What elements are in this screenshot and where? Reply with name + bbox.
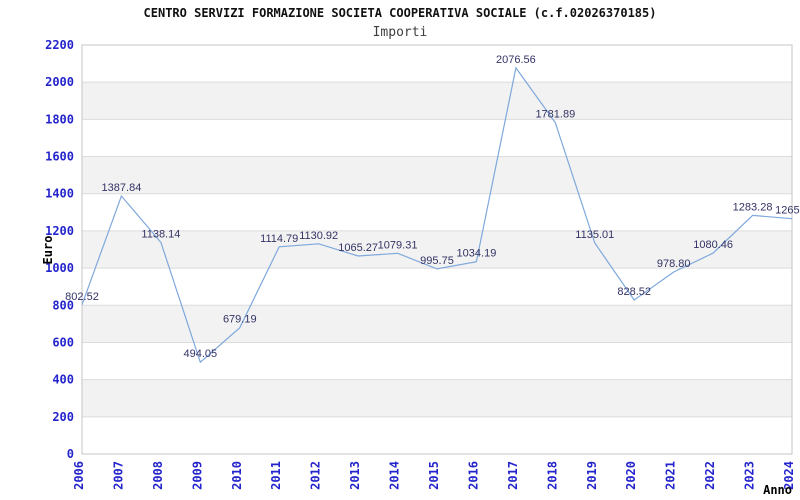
- point-label: 1034.19: [457, 248, 497, 260]
- point-label: 1130.92: [299, 230, 338, 242]
- chart-subtitle: Importi: [372, 25, 428, 40]
- point-label: 2076.56: [496, 54, 536, 66]
- y-tick-label: 800: [52, 298, 74, 312]
- x-tick-label: 2019: [585, 461, 599, 490]
- point-label: 1387.84: [102, 182, 142, 194]
- x-tick-label: 2017: [506, 461, 520, 490]
- y-tick-label: 1800: [45, 112, 74, 126]
- x-tick-label: 2008: [151, 461, 165, 490]
- point-label: 679.19: [223, 314, 257, 326]
- x-tick-label: 2021: [664, 461, 678, 490]
- plot-border: [81, 44, 793, 455]
- x-tick-label: 2012: [309, 461, 323, 490]
- point-label: 978.80: [657, 258, 691, 270]
- x-tick-label: 2022: [703, 461, 717, 490]
- x-tick-label: 2016: [466, 461, 480, 490]
- x-tick-label: 2020: [624, 461, 638, 490]
- y-tick-label: 1400: [45, 187, 74, 201]
- y-tick-label: 2200: [45, 38, 74, 52]
- x-tick-label: 2024: [782, 461, 796, 490]
- point-label: 802.52: [65, 291, 99, 303]
- y-tick-label: 0: [67, 447, 74, 461]
- band-row: [82, 416, 792, 454]
- point-label: 1283.28: [733, 201, 773, 213]
- point-label: 1135.01: [575, 229, 614, 241]
- point-label: 1079.31: [378, 239, 418, 251]
- y-axis-title: Euro: [41, 236, 55, 265]
- x-tick-label: 2015: [427, 461, 441, 490]
- point-label: 1138.14: [141, 228, 180, 240]
- band-row: [82, 379, 792, 417]
- point-label: 494.05: [184, 348, 218, 360]
- point-label: 1265.9: [775, 205, 800, 217]
- band-row: [82, 230, 792, 269]
- x-tick-label: 2007: [111, 461, 125, 490]
- y-tick-label: 1600: [45, 150, 74, 164]
- y-tick-label: 1200: [45, 224, 74, 238]
- y-tick-label: 2000: [45, 75, 74, 89]
- point-label: 1065.27: [338, 242, 378, 254]
- point-label: 1781.89: [535, 109, 575, 121]
- x-axis-title: Anno: [763, 483, 792, 497]
- band-row: [82, 82, 792, 120]
- band-row: [82, 193, 792, 231]
- x-tick-label: 2018: [545, 461, 559, 490]
- x-tick-label: 2011: [269, 461, 283, 490]
- chart-title: CENTRO SERVIZI FORMAZIONE SOCIETA COOPER…: [143, 6, 657, 20]
- x-tick-label: 2023: [743, 461, 757, 490]
- band-row: [82, 305, 792, 343]
- point-label: 1080.46: [693, 239, 733, 251]
- band-row: [82, 268, 792, 306]
- point-label: 1114.79: [260, 233, 298, 245]
- point-label: 828.52: [617, 286, 651, 298]
- x-tick-label: 2006: [72, 461, 86, 490]
- x-tick-label: 2014: [388, 461, 402, 490]
- band-row: [82, 156, 792, 194]
- x-tick-label: 2013: [348, 461, 362, 490]
- y-tick-label: 600: [52, 335, 74, 349]
- y-tick-label: 400: [52, 373, 74, 387]
- band-row: [82, 119, 792, 157]
- band-row: [82, 45, 792, 83]
- x-tick-label: 2010: [230, 461, 244, 490]
- x-tick-label: 2009: [190, 461, 204, 490]
- series-line: [81, 66, 793, 364]
- y-tick-label: 1000: [45, 261, 74, 275]
- y-tick-label: 200: [52, 410, 74, 424]
- point-label: 995.75: [420, 255, 454, 267]
